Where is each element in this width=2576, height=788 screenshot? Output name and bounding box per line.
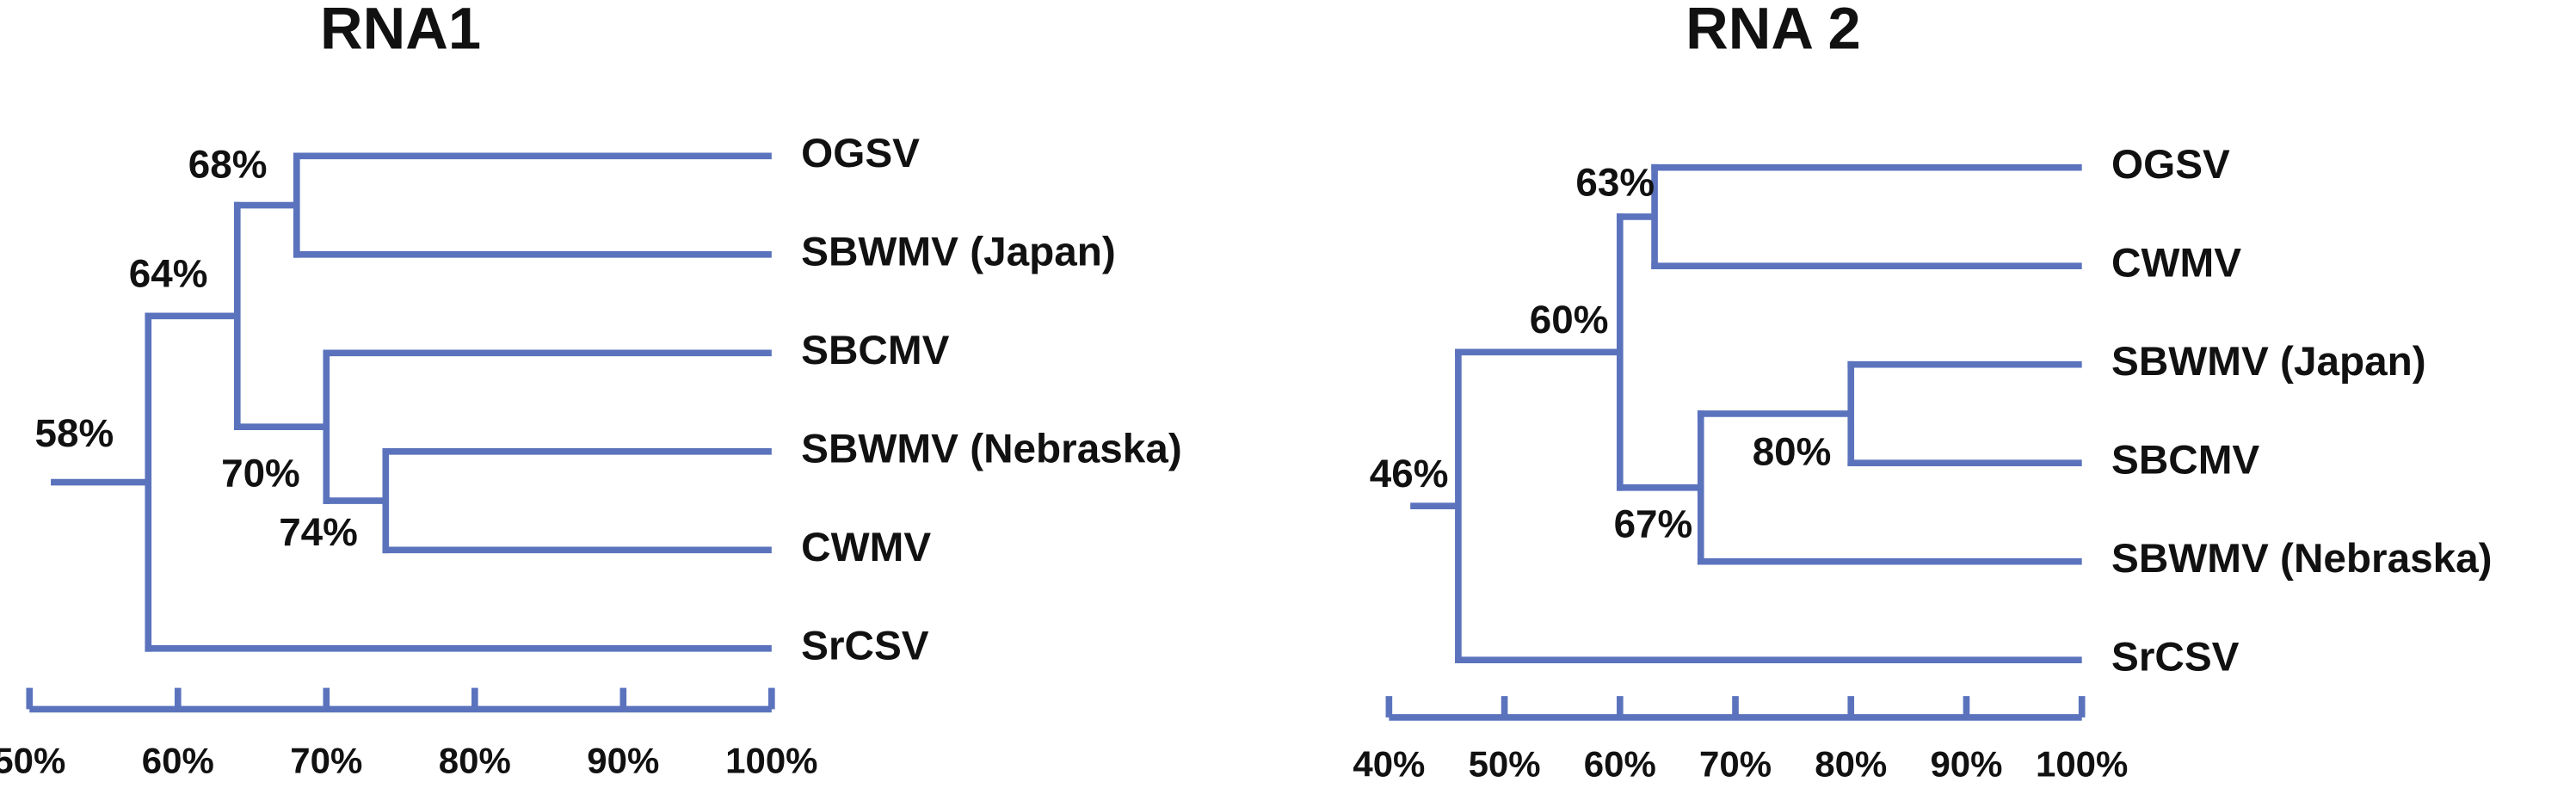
node-label: 60% bbox=[1530, 298, 1609, 342]
x-tick-label: 90% bbox=[1930, 743, 2002, 784]
node-label: 64% bbox=[129, 252, 208, 296]
leaf-label: SBWMV (Japan) bbox=[801, 229, 1116, 274]
x-tick-label: 70% bbox=[290, 740, 362, 780]
leaf-label: SrCSV bbox=[801, 623, 929, 668]
x-tick-label: 50% bbox=[1469, 743, 1541, 784]
node-label: 74% bbox=[279, 510, 358, 554]
leaf-label: SBWMV (Japan) bbox=[2111, 339, 2426, 385]
node-label: 58% bbox=[35, 411, 114, 455]
node-label: 63% bbox=[1575, 161, 1655, 205]
x-tick-label: 50% bbox=[0, 740, 65, 780]
leaf-label: SBCMV bbox=[801, 328, 949, 373]
x-tick-label: 40% bbox=[1353, 743, 1425, 784]
x-tick-label: 70% bbox=[1699, 743, 1772, 784]
x-tick-label: 60% bbox=[142, 740, 214, 780]
leaf-label: CWMV bbox=[2111, 241, 2241, 286]
leaf-label: SrCSV bbox=[2111, 635, 2240, 680]
leaf-label: CWMV bbox=[801, 525, 931, 570]
leaf-label: SBCMV bbox=[2111, 438, 2259, 483]
node-label: 80% bbox=[1753, 430, 1832, 474]
x-tick-label: 60% bbox=[1584, 743, 1656, 784]
leaf-label: SBWMV (Nebraska) bbox=[2111, 536, 2493, 582]
node-label: 46% bbox=[1370, 452, 1449, 496]
leaf-label: OGSV bbox=[2111, 142, 2230, 188]
node-label: 68% bbox=[188, 143, 268, 187]
x-tick-label: 100% bbox=[725, 740, 817, 780]
x-tick-label: 100% bbox=[2036, 743, 2128, 784]
leaf-label: OGSV bbox=[801, 131, 920, 176]
node-label: 70% bbox=[221, 452, 300, 496]
chart-title: RNA 2 bbox=[1685, 0, 1861, 61]
node-label: 67% bbox=[1614, 502, 1693, 546]
x-tick-label: 90% bbox=[587, 740, 659, 780]
x-tick-label: 80% bbox=[1815, 743, 1887, 784]
x-tick-label: 80% bbox=[439, 740, 511, 780]
leaf-label: SBWMV (Nebraska) bbox=[801, 426, 1182, 471]
chart-title: RNA1 bbox=[320, 0, 481, 61]
